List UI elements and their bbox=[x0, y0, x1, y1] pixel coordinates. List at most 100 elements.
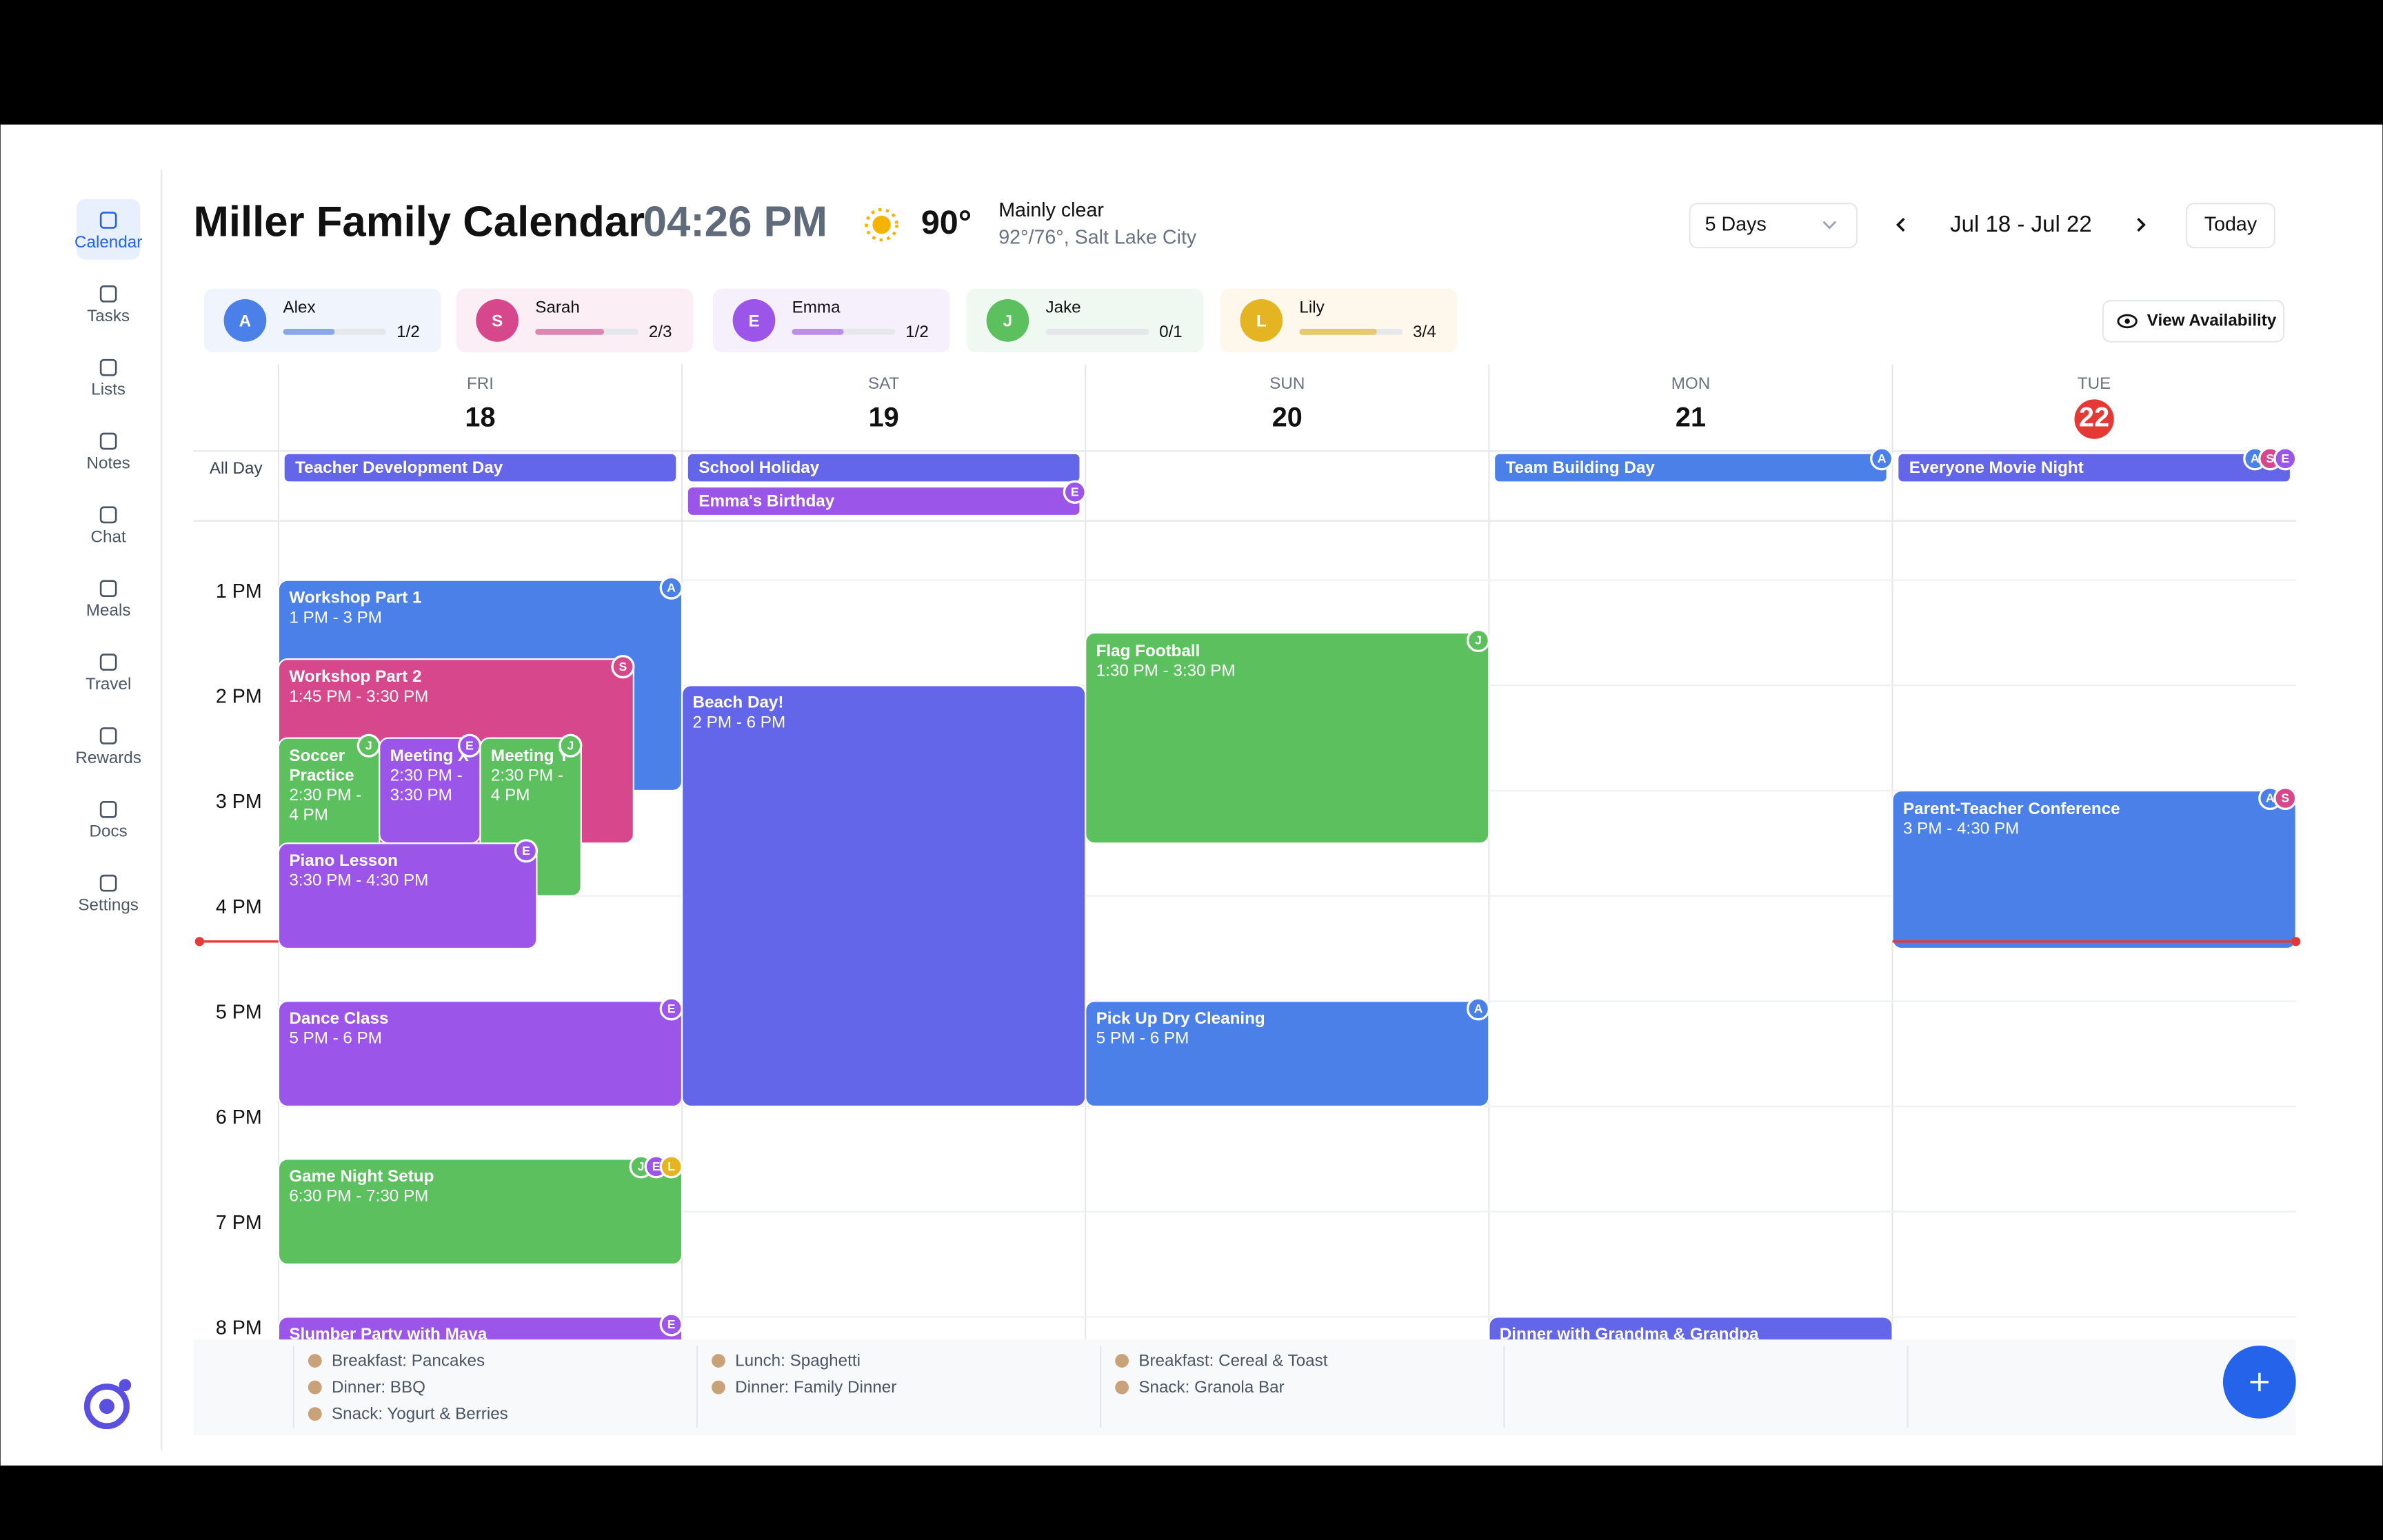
nav-label[interactable]: Docs bbox=[90, 822, 128, 841]
member-initial: S bbox=[492, 312, 503, 330]
weekday: SAT bbox=[868, 374, 900, 393]
badge-initial: A bbox=[2266, 791, 2275, 805]
event-title: Flag Football bbox=[1096, 642, 1200, 660]
now-dot bbox=[194, 937, 204, 946]
event-block[interactable] bbox=[1488, 1316, 1893, 1422]
event-text: Meeting X 2:30 PM - 3:30 PM bbox=[379, 738, 480, 844]
nav-label[interactable]: Rewards bbox=[75, 749, 141, 767]
event-title: Meeting Y bbox=[490, 747, 570, 766]
event-time: 1:45 PM - 3:30 PM bbox=[289, 687, 429, 707]
nav-label[interactable]: Tasks bbox=[87, 307, 130, 325]
event-block[interactable] bbox=[277, 842, 538, 950]
event-text: Piano Lesson 3:30 PM - 4:30 PM bbox=[279, 843, 536, 949]
member-badge bbox=[2273, 786, 2296, 811]
event-time: 5 PM - 6 PM bbox=[289, 1030, 382, 1048]
event-block[interactable] bbox=[1085, 631, 1490, 844]
event-content: Meeting Y2:30 PM - 4 PM bbox=[480, 738, 581, 896]
today-marker bbox=[2074, 399, 2114, 439]
nav-label[interactable]: Calendar bbox=[74, 233, 142, 252]
view-select[interactable] bbox=[1689, 203, 1858, 249]
nav-label[interactable]: Meals bbox=[86, 601, 131, 620]
all-day-label: All Day bbox=[210, 459, 263, 478]
event-content: Beach Day!2 PM - 6 PM bbox=[692, 694, 785, 732]
event-title: Dance Class bbox=[289, 1010, 389, 1029]
nav-label[interactable]: Chat bbox=[91, 527, 126, 546]
event-block[interactable] bbox=[1085, 1000, 1490, 1108]
all-day-event[interactable] bbox=[1898, 454, 2290, 482]
prev-button[interactable] bbox=[1896, 218, 1905, 232]
nav-icon bbox=[99, 727, 117, 744]
meal-icon bbox=[308, 1354, 322, 1368]
member-badge bbox=[659, 576, 683, 600]
availability-button[interactable] bbox=[2102, 300, 2285, 343]
nav-icon bbox=[99, 432, 117, 450]
event-block[interactable] bbox=[681, 685, 1087, 1108]
member-card[interactable] bbox=[1220, 288, 1458, 353]
progress-fill bbox=[792, 328, 844, 335]
event-time: 2:30 PM - 3:30 PM bbox=[390, 767, 463, 805]
meals-footer bbox=[193, 1339, 2296, 1435]
all-day-event[interactable] bbox=[687, 454, 1080, 482]
all-day-event[interactable] bbox=[284, 454, 676, 482]
meal-item: Dinner: BBQ bbox=[332, 1378, 425, 1397]
all-day-title: Teacher Development Day bbox=[295, 458, 503, 477]
member-avatar bbox=[986, 299, 1029, 342]
nav-label[interactable]: Lists bbox=[91, 381, 125, 399]
view-select-label: 5 Days bbox=[1705, 214, 1767, 236]
meal-item: Snack: Yogurt & Berries bbox=[332, 1405, 508, 1424]
event-time: 2:30 PM - 4 PM bbox=[490, 767, 563, 805]
progress-label: 0/1 bbox=[1159, 323, 1183, 341]
badge-initial: S bbox=[619, 660, 627, 673]
event-content: Game Night Setup 6:30 PM - 7:30 PM bbox=[289, 1168, 434, 1206]
nav-label[interactable]: Settings bbox=[78, 896, 139, 915]
member-badge bbox=[2273, 447, 2297, 471]
nav-label[interactable]: Notes bbox=[87, 454, 130, 472]
meal-icon bbox=[1115, 1380, 1129, 1395]
weather-detail: 92°/76°, Salt Lake City bbox=[998, 226, 1197, 248]
badge-initial: E bbox=[667, 1317, 676, 1331]
all-day-event[interactable] bbox=[687, 487, 1080, 515]
progress-fill bbox=[283, 328, 335, 335]
progress-fill bbox=[535, 328, 605, 335]
hour-label: 5 PM bbox=[216, 1002, 262, 1024]
all-day-event[interactable] bbox=[1495, 454, 1887, 482]
day-date: 18 bbox=[465, 403, 495, 433]
meal-item: Dinner: Family Dinner bbox=[735, 1378, 896, 1397]
event-time: 5 PM - 6 PM bbox=[1096, 1030, 1189, 1048]
event-block[interactable] bbox=[277, 1158, 683, 1266]
next-button[interactable] bbox=[2137, 218, 2146, 232]
top-bar bbox=[0, 0, 2383, 125]
member-card[interactable] bbox=[456, 288, 694, 353]
event-text: Soccer Practice 2:30 PM - 4 PM bbox=[279, 738, 379, 896]
weekday: SUN bbox=[1269, 374, 1305, 393]
event-text: Pick Up Dry Cleaning 5 PM - 6 PM bbox=[1085, 1001, 1489, 1106]
today-button-label: Today bbox=[2204, 214, 2258, 236]
event-block[interactable] bbox=[277, 1316, 683, 1422]
meal-icon bbox=[308, 1407, 322, 1421]
nav-label[interactable]: Travel bbox=[86, 675, 131, 693]
add-icon bbox=[2250, 1372, 2269, 1392]
member-badge bbox=[1466, 997, 1491, 1021]
event-text: Meeting Y 2:30 PM - 4 PM bbox=[480, 738, 581, 896]
meal-item: Breakfast: Cereal & Toast bbox=[1138, 1352, 1327, 1370]
member-card[interactable] bbox=[203, 288, 441, 353]
member-avatar bbox=[732, 299, 776, 342]
member-avatar bbox=[1240, 299, 1283, 342]
nav-icon bbox=[99, 874, 117, 892]
today-button[interactable] bbox=[2185, 203, 2275, 249]
event-block[interactable] bbox=[1891, 789, 2296, 950]
badge-initial: A bbox=[1474, 1002, 1483, 1015]
badge-initial: J bbox=[567, 738, 574, 752]
event-title: Slumber Party with Maya bbox=[289, 1326, 487, 1344]
member-badge bbox=[559, 733, 583, 758]
event-time: 3:30 PM - 4:30 PM bbox=[289, 872, 429, 891]
member-name: Emma bbox=[792, 298, 841, 317]
weekday: MON bbox=[1671, 374, 1711, 393]
event-title: Beach Day! bbox=[692, 694, 784, 713]
member-card[interactable] bbox=[966, 288, 1204, 353]
member-card[interactable] bbox=[713, 288, 950, 353]
nav-icon bbox=[99, 285, 117, 303]
progress-label: 3/4 bbox=[1413, 323, 1436, 341]
